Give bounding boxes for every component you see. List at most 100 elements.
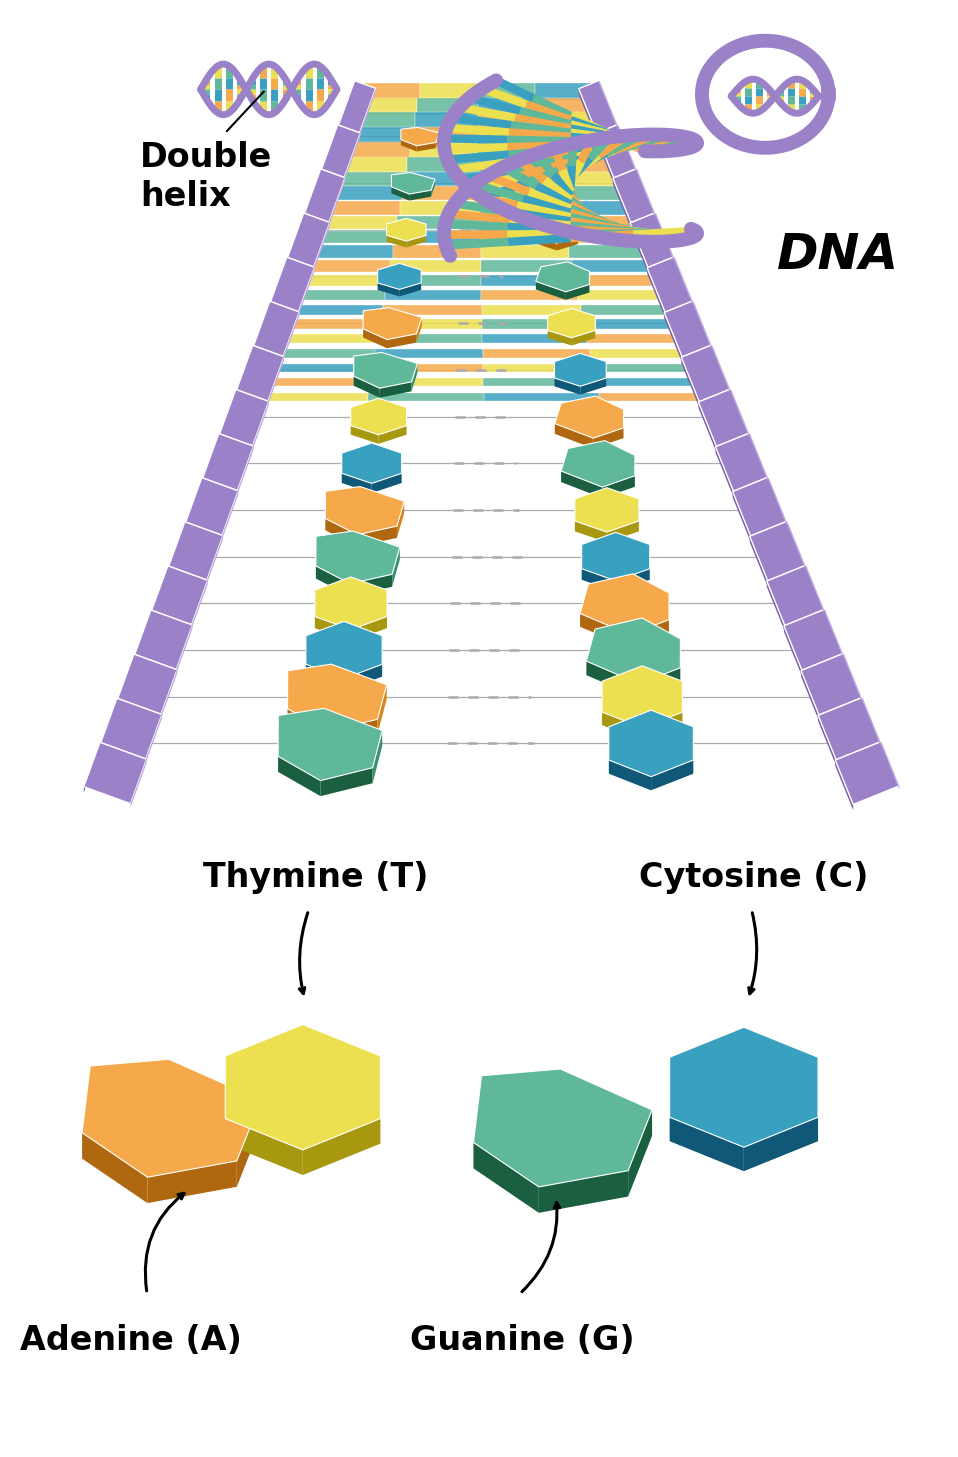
Polygon shape [288, 290, 385, 300]
Polygon shape [561, 471, 603, 498]
Polygon shape [801, 670, 819, 721]
Polygon shape [587, 334, 692, 344]
Polygon shape [413, 127, 478, 143]
Polygon shape [270, 256, 286, 307]
Polygon shape [278, 708, 382, 781]
Polygon shape [579, 89, 597, 138]
Polygon shape [674, 256, 693, 305]
Polygon shape [313, 223, 330, 271]
Polygon shape [557, 186, 633, 201]
Polygon shape [548, 331, 572, 345]
Polygon shape [254, 302, 299, 357]
Polygon shape [479, 186, 557, 201]
Polygon shape [151, 565, 208, 625]
Polygon shape [225, 1119, 303, 1174]
Polygon shape [681, 345, 730, 402]
Polygon shape [596, 134, 614, 184]
Polygon shape [835, 742, 900, 804]
Polygon shape [559, 201, 639, 214]
Polygon shape [716, 447, 734, 497]
Polygon shape [431, 179, 435, 197]
Polygon shape [284, 312, 299, 360]
Polygon shape [647, 268, 665, 318]
Polygon shape [656, 213, 673, 261]
Polygon shape [477, 98, 537, 115]
Polygon shape [270, 256, 314, 312]
Polygon shape [169, 522, 185, 573]
Polygon shape [320, 201, 400, 214]
Polygon shape [540, 112, 604, 130]
Polygon shape [480, 230, 565, 243]
Polygon shape [484, 393, 600, 401]
Polygon shape [593, 364, 703, 372]
Polygon shape [287, 708, 328, 746]
Polygon shape [566, 284, 589, 300]
Polygon shape [326, 519, 357, 546]
Polygon shape [482, 334, 587, 344]
Polygon shape [380, 319, 482, 329]
Polygon shape [565, 230, 650, 243]
Polygon shape [520, 140, 536, 150]
Polygon shape [530, 217, 578, 243]
Polygon shape [584, 319, 686, 329]
Polygon shape [379, 382, 412, 398]
Polygon shape [575, 522, 606, 542]
Polygon shape [342, 443, 401, 484]
Polygon shape [628, 1110, 652, 1196]
Polygon shape [586, 661, 639, 698]
Polygon shape [101, 698, 162, 759]
Polygon shape [82, 1059, 261, 1177]
Polygon shape [82, 1132, 148, 1203]
Polygon shape [278, 756, 321, 796]
Polygon shape [146, 714, 162, 763]
Polygon shape [294, 275, 388, 286]
Polygon shape [135, 610, 150, 660]
Polygon shape [363, 307, 422, 339]
Polygon shape [613, 169, 655, 223]
Polygon shape [169, 522, 223, 580]
Polygon shape [536, 140, 552, 150]
Text: Adenine (A): Adenine (A) [19, 1324, 241, 1356]
Polygon shape [582, 568, 616, 592]
Polygon shape [373, 364, 483, 372]
Polygon shape [357, 98, 418, 115]
Polygon shape [480, 201, 559, 214]
Polygon shape [186, 478, 239, 535]
Polygon shape [351, 398, 406, 434]
Polygon shape [582, 532, 650, 581]
Polygon shape [818, 715, 836, 765]
Polygon shape [254, 302, 270, 351]
Polygon shape [148, 1161, 237, 1203]
Polygon shape [299, 261, 390, 272]
Polygon shape [130, 759, 147, 807]
Polygon shape [351, 616, 387, 641]
Polygon shape [616, 568, 650, 592]
Polygon shape [321, 768, 373, 796]
Polygon shape [766, 581, 785, 631]
Polygon shape [473, 1069, 652, 1187]
Polygon shape [398, 216, 480, 229]
Polygon shape [664, 300, 712, 357]
Polygon shape [299, 267, 314, 316]
Polygon shape [473, 1142, 538, 1212]
Polygon shape [252, 393, 368, 401]
Polygon shape [83, 742, 100, 793]
Polygon shape [483, 379, 596, 386]
Polygon shape [390, 261, 481, 272]
Polygon shape [481, 245, 568, 258]
Polygon shape [257, 379, 370, 386]
Polygon shape [483, 348, 590, 357]
Polygon shape [377, 283, 399, 296]
Polygon shape [351, 425, 378, 444]
Text: DNA: DNA [777, 230, 900, 278]
Polygon shape [572, 331, 595, 345]
Polygon shape [101, 698, 117, 749]
Polygon shape [694, 300, 712, 350]
Polygon shape [844, 653, 861, 702]
Polygon shape [698, 389, 749, 446]
Polygon shape [664, 312, 682, 363]
Polygon shape [203, 434, 254, 491]
Polygon shape [561, 440, 635, 487]
Polygon shape [316, 565, 350, 596]
Polygon shape [536, 281, 566, 300]
